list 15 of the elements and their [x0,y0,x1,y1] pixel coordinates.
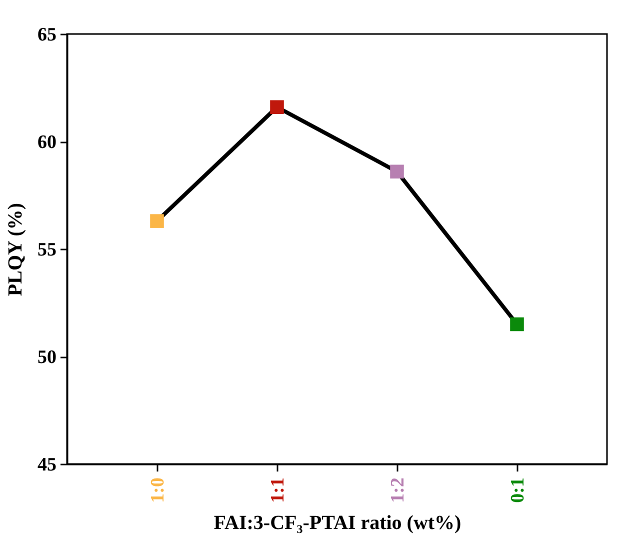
x-tick-label: 1:2 [388,478,408,503]
y-tick-label: 60 [38,132,56,153]
point [270,100,284,114]
point [510,317,524,332]
x-axis-title: FAI:3-CF₃-PTAI ratio (wt%) [214,512,462,534]
x-tick-label: 0:1 [508,478,528,503]
x-tick-label: 1:0 [148,478,168,503]
point [390,164,404,178]
y-tick-label: 50 [38,347,56,368]
y-axis-title: PLQY (%) [4,202,26,296]
y-tick-label: 55 [38,240,56,260]
point [150,214,164,228]
y-tick-label: 45 [38,454,56,476]
x-tick-label: 1:1 [268,478,288,503]
y-tick-label: 65 [38,24,56,46]
